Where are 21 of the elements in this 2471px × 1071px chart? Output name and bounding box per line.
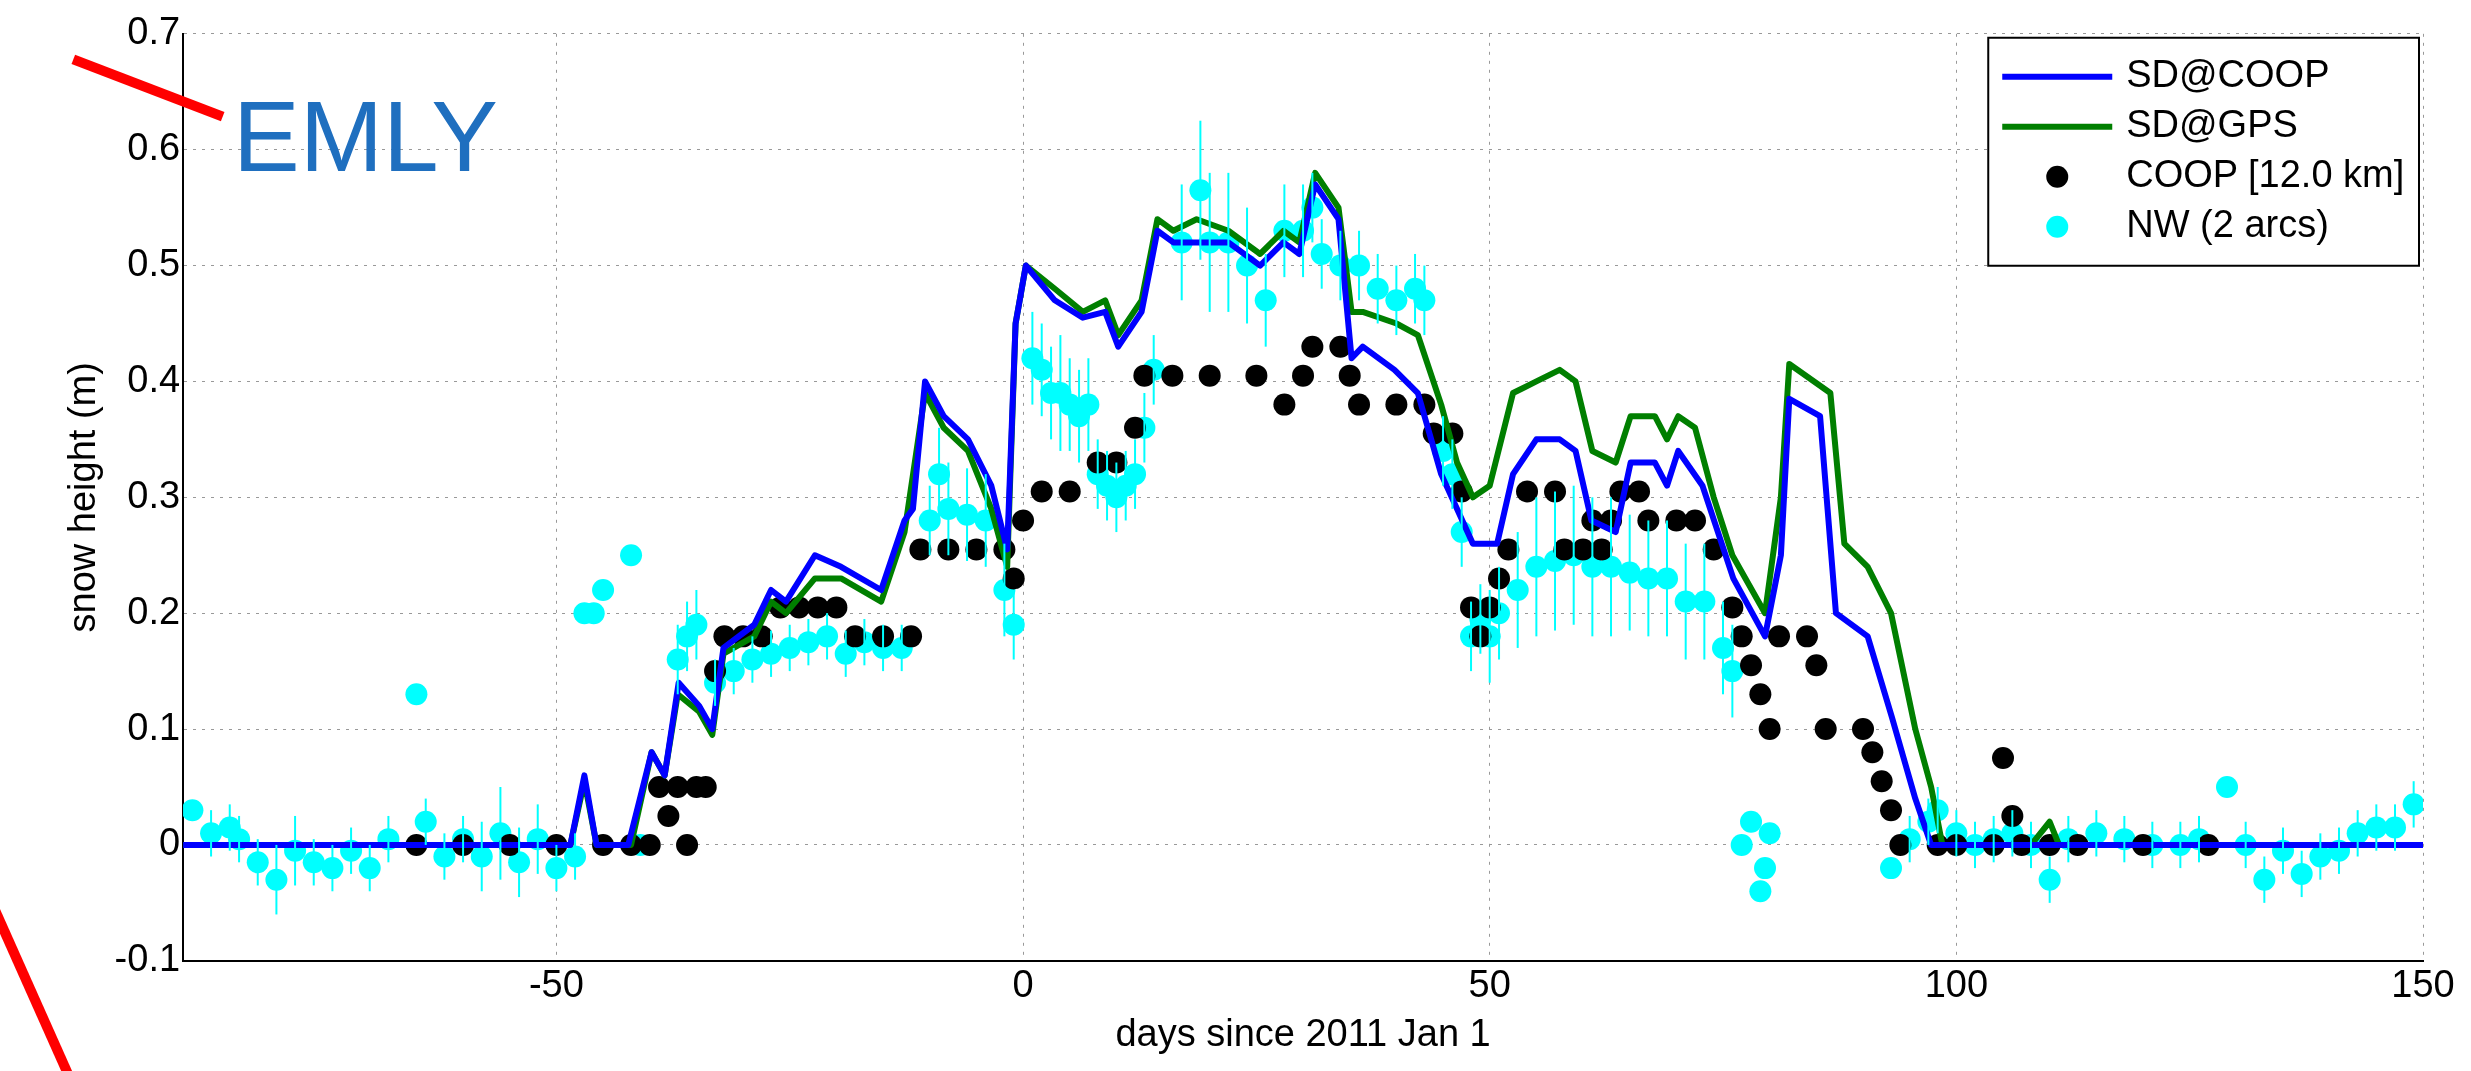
y-tick-label: -0.1 — [114, 937, 181, 980]
x-tick-label: 50 — [1468, 963, 1511, 1006]
y-tick-label: 0.7 — [127, 10, 181, 53]
legend-label: COOP [12.0 km] — [2126, 153, 2405, 196]
x-axis-title: days since 2011 Jan 1 — [1115, 1011, 1491, 1054]
legend-label: NW (2 arcs) — [2126, 203, 2329, 246]
y-tick-label: 0.4 — [127, 357, 181, 400]
y-tick-label: 0.2 — [127, 589, 181, 632]
legend-label: SD@COOP — [2126, 53, 2330, 96]
y-tick-label: 0.1 — [127, 705, 181, 748]
y-axis-title: snow height (m) — [61, 362, 104, 633]
x-tick-label: 100 — [1924, 963, 1989, 1006]
x-tick-label: 150 — [2391, 963, 2455, 1006]
y-tick-label: 0.6 — [127, 126, 181, 169]
legend-label: SD@GPS — [2126, 103, 2298, 146]
annotation: EMLY — [233, 80, 498, 193]
y-tick-label: 0 — [158, 821, 181, 864]
y-tick-label: 0.3 — [127, 473, 181, 516]
x-tick-label: -50 — [528, 963, 584, 1006]
y-tick-label: 0.5 — [127, 242, 181, 285]
x-tick-label: 0 — [1012, 963, 1034, 1006]
